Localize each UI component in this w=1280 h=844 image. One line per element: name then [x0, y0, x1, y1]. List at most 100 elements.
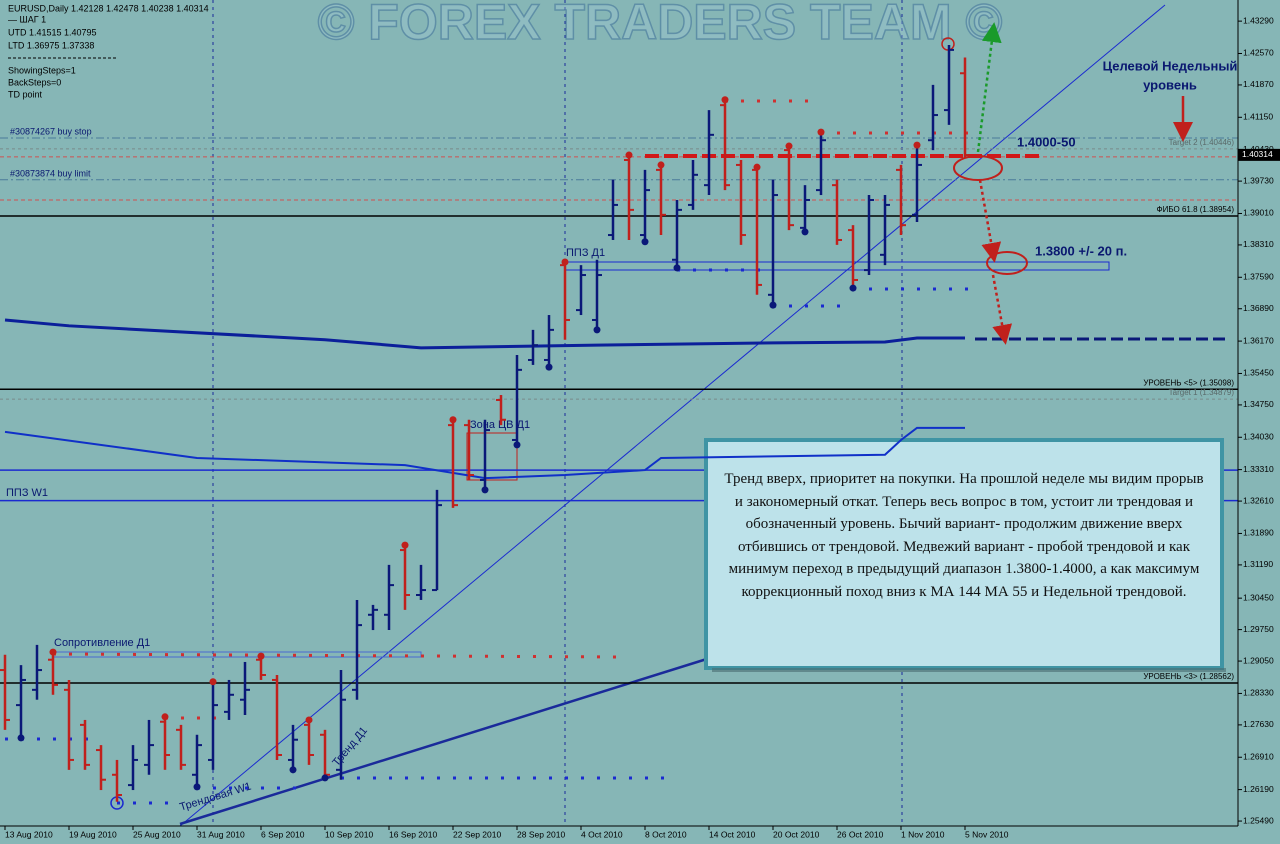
high-dot [657, 161, 665, 169]
x-tick-label: 16 Sep 2010 [389, 829, 437, 839]
low-dot [17, 734, 25, 742]
high-dot [449, 416, 457, 424]
annotation: ППЗ Д1 [566, 247, 605, 259]
high-dot [161, 713, 169, 721]
zone-box [52, 651, 422, 658]
annotation: Тренд Д1 [330, 725, 370, 769]
low-dot [289, 766, 297, 774]
annotation: #30873874 buy limit [10, 168, 91, 178]
x-tick-label: 22 Sep 2010 [453, 829, 501, 839]
low-dot [769, 301, 777, 309]
arrow [991, 274, 1013, 345]
low-dot [849, 284, 857, 292]
zone-box [466, 432, 518, 481]
info-line: — ШАГ 1 [8, 14, 46, 24]
arrow [976, 22, 1002, 153]
y-tick-label: 1.42570 [1243, 48, 1274, 58]
y-tick-label: 1.43290 [1243, 15, 1274, 25]
annotation: Целевой Недельный [1103, 58, 1238, 73]
x-tick-label: 28 Sep 2010 [517, 829, 565, 839]
low-dot [641, 238, 649, 246]
annotation: Сопротивление Д1 [54, 637, 150, 649]
high-dot [785, 142, 793, 150]
info-line: ShowingSteps=1 [8, 65, 76, 75]
level-label: Target 2 (1.40446) [1169, 138, 1235, 147]
x-axis [0, 826, 1238, 844]
high-dot [257, 652, 265, 660]
highlight [986, 251, 1028, 275]
y-tick-label: 1.30450 [1243, 592, 1274, 602]
x-tick-label: 14 Oct 2010 [709, 829, 756, 839]
high-dot [401, 541, 409, 549]
y-tick-label: 1.36890 [1243, 303, 1274, 313]
chart-title: EURUSD,Daily 1.42128 1.42478 1.40238 1.4… [8, 3, 209, 13]
high-dot [209, 678, 217, 686]
low-dot [545, 363, 553, 371]
high-dot [817, 128, 825, 136]
info-line: UTD 1.41515 1.40795 [8, 27, 97, 37]
x-tick-label: 1 Nov 2010 [901, 829, 945, 839]
info-line: TD point [8, 89, 43, 99]
x-tick-label: 5 Nov 2010 [965, 829, 1009, 839]
background-layer: © FOREX TRADERS TEAM © ФИБО 61.8 (1.3895… [0, 0, 1238, 827]
highlight [953, 155, 1003, 181]
high-dot [305, 716, 313, 724]
x-tick-label: 13 Aug 2010 [5, 829, 53, 839]
moving-average [4, 426, 965, 480]
annotation: уровень [1143, 77, 1197, 92]
y-tick-label: 1.34030 [1243, 432, 1274, 442]
info-line: LTD 1.36975 1.37338 [8, 40, 94, 50]
x-tick-label: 8 Oct 2010 [645, 829, 687, 839]
y-tick-label: 1.39730 [1243, 175, 1274, 185]
level-label: УРОВЕНЬ <5> (1.35098) [1143, 378, 1234, 387]
current-price-label: 1.40314 [1242, 149, 1273, 159]
low-dot [801, 228, 809, 236]
y-tick-label: 1.26910 [1243, 751, 1274, 761]
high-dot [561, 258, 569, 266]
level-label: Target 1 (1.34879) [1169, 388, 1235, 397]
high-dot [721, 96, 729, 104]
x-tick-label: 10 Sep 2010 [325, 829, 373, 839]
moving-average [4, 318, 965, 350]
y-tick-label: 1.29750 [1243, 624, 1274, 634]
y-tick-label: 1.34750 [1243, 399, 1274, 409]
y-tick-label: 1.33310 [1243, 464, 1274, 474]
x-tick-label: 26 Oct 2010 [837, 829, 884, 839]
high-dot [913, 141, 921, 149]
y-tick-label: 1.37590 [1243, 272, 1274, 282]
x-tick-label: 6 Sep 2010 [261, 829, 305, 839]
arrow [978, 179, 1002, 263]
annotation: 1.3800 +/- 20 п. [1035, 243, 1127, 258]
high-dot [625, 151, 633, 159]
dotted-levels [5, 99, 970, 805]
comment-shadow [712, 668, 1226, 672]
low-dot [321, 774, 329, 782]
level-label: ФИБО 61.8 (1.38954) [1157, 205, 1235, 214]
trend-line-w1 [179, 656, 711, 826]
comment-box: Тренд вверх, приоритет на покупки. На пр… [724, 471, 1204, 600]
high-dot [753, 163, 761, 171]
low-dot [193, 783, 201, 791]
x-tick-label: 19 Aug 2010 [69, 829, 117, 839]
annotation: ППЗ W1 [6, 487, 48, 499]
annotation: Трендовая W1 [178, 780, 253, 813]
y-tick-label: 1.28330 [1243, 688, 1274, 698]
trend-line-d1 [179, 4, 1166, 827]
y-tick-label: 1.41870 [1243, 79, 1274, 89]
x-tick-label: 20 Oct 2010 [773, 829, 820, 839]
y-tick-label: 1.25490 [1243, 815, 1274, 825]
y-tick-label: 1.31890 [1243, 528, 1274, 538]
y-tick-label: 1.39010 [1243, 208, 1274, 218]
y-tick-label: 1.38310 [1243, 239, 1274, 249]
x-tick-label: 25 Aug 2010 [133, 829, 181, 839]
y-tick-label: 1.35450 [1243, 368, 1274, 378]
x-tick-label: 4 Oct 2010 [581, 829, 623, 839]
y-tick-label: 1.32610 [1243, 495, 1274, 505]
comment-frame [704, 438, 1224, 670]
low-dot [673, 264, 681, 272]
y-tick-label: 1.36170 [1243, 335, 1274, 345]
y-tick-label: 1.27630 [1243, 719, 1274, 729]
y-tick-label: 1.31190 [1243, 559, 1273, 569]
